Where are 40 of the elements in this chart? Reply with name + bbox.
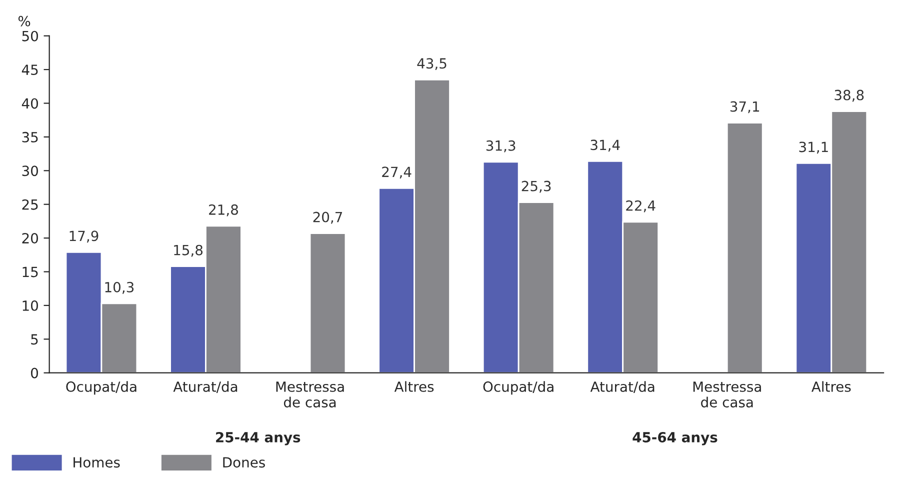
data-label: 31,3 xyxy=(486,140,516,152)
y-tick-label: 5 xyxy=(31,334,38,345)
data-label: 37,1 xyxy=(730,101,760,114)
x-tick-label: Aturat/da xyxy=(173,381,238,394)
bar xyxy=(309,232,346,373)
legend-label: Dones xyxy=(223,457,265,468)
bar xyxy=(726,122,764,373)
text: 45-64 anys xyxy=(632,432,718,446)
y-axis-title: % xyxy=(18,16,30,26)
y-tick-label: 50 xyxy=(22,30,38,42)
x-tick-label: Ocupat/da xyxy=(66,381,136,395)
y-tick-label: 20 xyxy=(22,233,38,244)
y-tick-label: 0 xyxy=(30,368,38,378)
x-tick-label: Altres xyxy=(394,381,434,392)
x-tick-label: Aturat/da xyxy=(590,381,654,394)
data-label: 43,5 xyxy=(417,58,446,70)
x-tick-label: Ocupat/da xyxy=(483,381,554,395)
x-tick-label: Mestressa de casa xyxy=(693,382,761,408)
data-label: 22,4 xyxy=(626,200,656,212)
y-tick-label: 45 xyxy=(22,64,38,76)
y-tick-label: 35 xyxy=(22,132,38,142)
y-tick-label: 15 xyxy=(22,266,38,278)
y-tick-label: 10 xyxy=(22,300,38,311)
x-tick-label: Mestressa de casa xyxy=(276,382,344,408)
y-tick-label: 25 xyxy=(22,199,38,210)
data-label: 38,8 xyxy=(834,90,864,102)
data-label: 25,3 xyxy=(522,180,551,193)
data-label: 15,8 xyxy=(174,244,203,257)
data-label: 17,9 xyxy=(70,230,98,243)
data-label: 20,7 xyxy=(313,212,342,224)
data-label: 31,4 xyxy=(590,140,620,152)
legend-label: Homes xyxy=(74,457,120,468)
text: 25-44 anys xyxy=(216,432,300,446)
y-tick-label: 30 xyxy=(22,166,38,176)
data-label: 31,1 xyxy=(799,142,828,154)
data-label: 27,4 xyxy=(382,166,412,179)
x-tick-label: Altres xyxy=(812,381,851,392)
y-tick-label: 40 xyxy=(22,98,38,109)
data-label: 21,8 xyxy=(209,204,238,216)
data-label: 10,3 xyxy=(105,282,134,294)
